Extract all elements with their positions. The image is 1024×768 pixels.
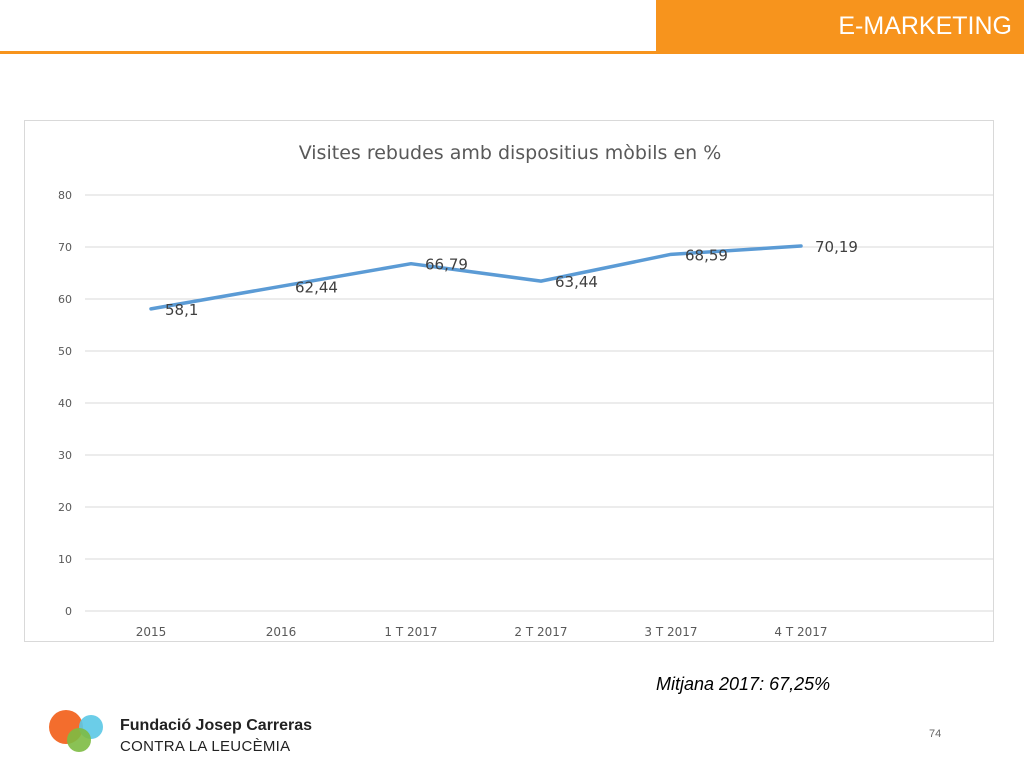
x-tick-label: 2016	[266, 625, 297, 639]
average-note: Mitjana 2017: 67,25%	[656, 674, 831, 694]
logo-tagline: CONTRA LA LEUCÈMIA	[120, 738, 291, 755]
series-line	[149, 244, 803, 311]
header-rule	[0, 51, 1024, 54]
chart-frame: Visites rebudes amb dispositius mòbils e…	[24, 120, 994, 642]
y-tick-label: 30	[58, 449, 72, 462]
y-tick-label: 20	[58, 501, 72, 514]
data-label: 58,1	[165, 301, 198, 319]
section-title: E-MARKETING	[656, 0, 1024, 53]
y-tick-label: 60	[58, 293, 72, 306]
y-tick-label: 0	[65, 605, 72, 618]
x-tick-label: 1 T 2017	[384, 625, 437, 639]
y-axis-ticks: 0 10 20 30 40 50 60 70 80	[58, 189, 72, 618]
data-label: 66,79	[425, 256, 468, 274]
y-tick-label: 70	[58, 241, 72, 254]
y-tick-label: 40	[58, 397, 72, 410]
y-tick-label: 50	[58, 345, 72, 358]
chart-title: Visites rebudes amb dispositius mòbils e…	[299, 142, 722, 164]
y-tick-label: 10	[58, 553, 72, 566]
x-tick-label: 2015	[136, 625, 167, 639]
data-label: 63,44	[555, 273, 598, 291]
data-labels: 58,1 62,44 66,79 63,44 68,59 70,19	[165, 238, 858, 319]
logo-icon	[49, 710, 103, 752]
x-axis-ticks: 2015 2016 1 T 2017 2 T 2017 3 T 2017 4 T 2017	[136, 625, 828, 639]
data-label: 70,19	[815, 238, 858, 256]
x-tick-label: 4 T 2017	[774, 625, 827, 639]
x-tick-label: 2 T 2017	[514, 625, 567, 639]
line-chart: Visites rebudes amb dispositius mòbils e…	[58, 142, 993, 639]
grid-lines	[85, 194, 993, 612]
page-number: 74	[929, 728, 942, 740]
data-label: 68,59	[685, 246, 728, 264]
data-label: 62,44	[295, 278, 338, 296]
x-tick-label: 3 T 2017	[644, 625, 697, 639]
y-tick-label: 80	[58, 189, 72, 202]
logo-name: Fundació Josep Carreras	[120, 717, 313, 734]
